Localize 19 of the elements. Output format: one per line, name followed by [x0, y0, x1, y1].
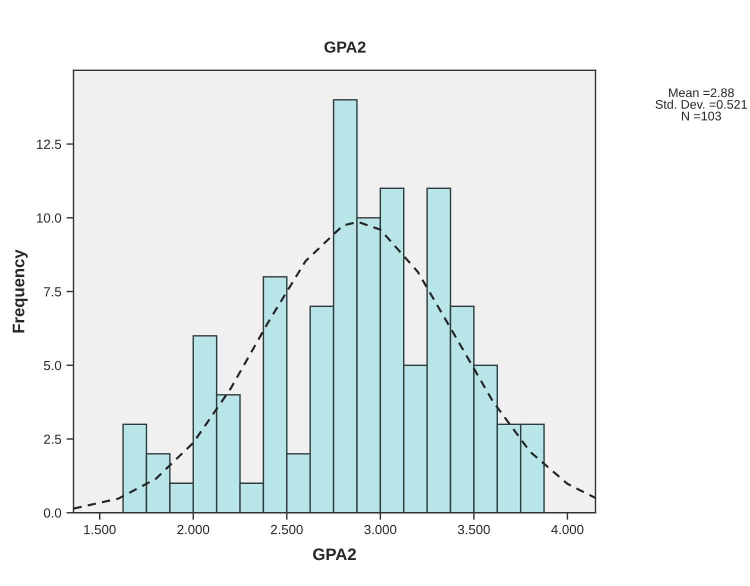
- y-tick-label: 7.5: [44, 287, 62, 296]
- x-axis-title: GPA2: [313, 548, 356, 560]
- x-tick-label: 3.000: [364, 524, 396, 534]
- x-tick-label: 2.000: [177, 524, 210, 534]
- text: Mean =2.88: [669, 88, 734, 98]
- chart-title: GPA2: [324, 41, 366, 53]
- line-series: [74, 220, 596, 510]
- y-tick-label: 0.0: [44, 508, 62, 518]
- y-tick-label: 10.0: [37, 213, 62, 223]
- y-tick-label: 12.5: [37, 140, 62, 149]
- x-tick-label: 2.500: [270, 524, 303, 534]
- x-tick-label: 4.000: [551, 524, 584, 534]
- text: N =103: [682, 112, 722, 120]
- x-tick-label: 1.500: [84, 524, 116, 534]
- x-tick-label: 3.500: [458, 524, 490, 534]
- y-tick-label: 5.0: [44, 360, 62, 370]
- text: Std. Dev. =0.521: [656, 100, 747, 109]
- y-axis-title: Frequency: [12, 249, 28, 333]
- y-tick-label: 2.5: [44, 434, 62, 444]
